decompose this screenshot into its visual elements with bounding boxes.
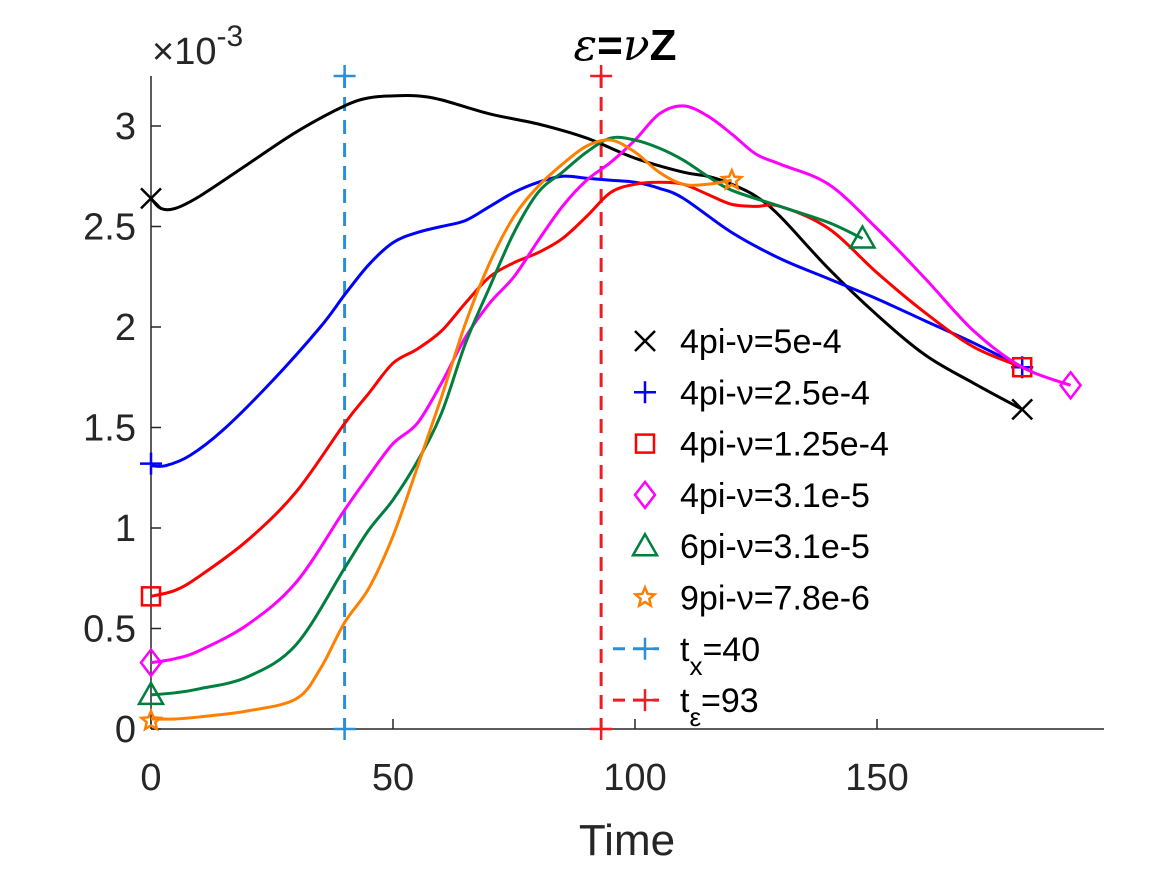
y-exponent-label: ×10-3 — [152, 20, 243, 73]
series-marker-+ — [140, 452, 162, 475]
series-marker-x — [1011, 398, 1034, 421]
axes — [150, 76, 1104, 730]
legend-marker-+ — [634, 381, 656, 404]
series-marker-triangle — [136, 680, 166, 706]
vline-bottom-plus-marker — [590, 718, 613, 740]
series-marker-square — [1011, 356, 1033, 378]
y-tick-label: 1.5 — [83, 408, 136, 450]
series-marker-triangle — [848, 224, 877, 249]
legend: 4pi-ν=5e-4 4pi-ν=2.5e-4 4pi-ν=1.25e-4 4pi-ν… — [613, 323, 889, 732]
y-tick-label: 0.5 — [83, 609, 136, 651]
legend-marker-diamond — [633, 479, 657, 510]
title-z: Z — [650, 21, 677, 70]
legend-label: 4pi-ν=5e-4 — [680, 323, 842, 361]
series-line-4pi-ν=5e-4 — [149, 93, 1023, 411]
legend-marker-x — [634, 330, 656, 352]
series-marker-diamond — [139, 647, 163, 678]
title-symbol-epsilon: ε — [574, 20, 598, 71]
y-tick-label: 2 — [115, 307, 136, 349]
series-marker-x — [140, 187, 162, 210]
series-line-4pi-ν=2.5e-4 — [150, 174, 1023, 468]
y-tick-label: 0 — [115, 709, 136, 751]
legend-label: 6pi-ν=3.1e-5 — [680, 528, 870, 566]
exponent-base: 10 — [174, 31, 216, 73]
series-marker-star — [719, 167, 745, 191]
vline-top-plus-marker — [590, 65, 613, 87]
series-line-4pi-ν=3.1e-5 — [150, 104, 1072, 665]
vline-top-plus-marker — [333, 65, 356, 87]
x-axis-label: Time — [579, 816, 675, 865]
y-tick-label: 1 — [115, 508, 136, 550]
legend-label: 9pi-ν=7.8e-6 — [680, 580, 870, 618]
legend-label: tx=40 — [680, 631, 760, 681]
series-marker-star — [138, 707, 164, 732]
title-equals: = — [597, 21, 623, 70]
x-tick-label: 50 — [372, 757, 414, 799]
exponent-power: -3 — [216, 20, 243, 53]
x-tick-label: 0 — [140, 757, 161, 799]
legend-label: 4pi-ν=3.1e-5 — [680, 477, 870, 515]
series-line-9pi-ν=7.8e-6 — [150, 138, 733, 721]
legend-label: tε=93 — [680, 682, 759, 732]
exponent-times: × — [152, 31, 174, 73]
legend-label: 4pi-ν=2.5e-4 — [680, 374, 870, 412]
x-tick-label: 100 — [603, 757, 666, 799]
title-symbol-nu: ν — [623, 20, 650, 71]
legend-label: 4pi-ν=1.25e-4 — [680, 426, 889, 464]
series-marker-square — [140, 586, 162, 607]
chart-title: ε=νZ — [574, 20, 677, 71]
tick-labels: 0 50 100 150 0 0.5 1 1.5 2 2.5 3 — [83, 106, 909, 799]
legend-marker-square — [634, 433, 656, 454]
y-tick-label: 2.5 — [83, 207, 136, 249]
y-tick-label: 3 — [115, 106, 136, 148]
series-line-6pi-ν=3.1e-5 — [150, 135, 864, 697]
legend-marker-star — [632, 584, 658, 609]
vertical-lines — [333, 65, 613, 740]
legend-plus-marker — [634, 637, 656, 660]
legend-marker-triangle — [630, 531, 660, 557]
vline-bottom-plus-marker — [333, 718, 356, 740]
legend-plus-marker — [634, 689, 656, 712]
series-marker-diamond — [1059, 370, 1083, 401]
x-tick-label: 150 — [845, 757, 908, 799]
series-group — [136, 93, 1083, 732]
